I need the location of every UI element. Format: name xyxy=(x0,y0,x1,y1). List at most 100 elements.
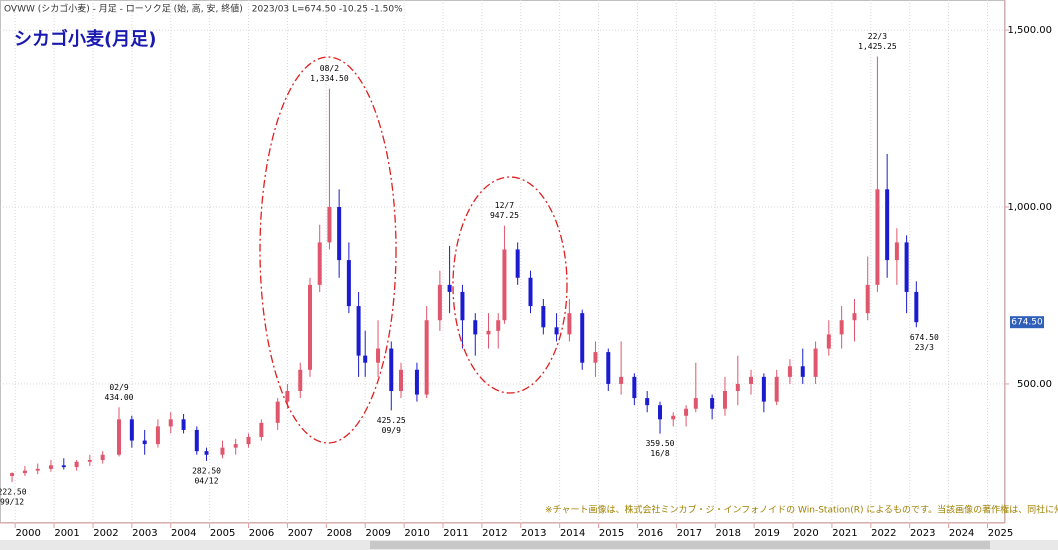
candle-body xyxy=(259,422,264,438)
annotation-date: 23/3 xyxy=(915,343,934,352)
x-tick-label: 2003 xyxy=(132,528,157,539)
candle-body xyxy=(735,383,740,392)
candle-body xyxy=(447,284,452,292)
candle-body xyxy=(285,391,290,402)
candle-body xyxy=(346,260,351,307)
scrollbar-thumb[interactable] xyxy=(370,541,990,549)
x-tick-label: 2012 xyxy=(482,528,507,539)
annotation-value: 1,334.50 xyxy=(310,74,349,83)
candle-body xyxy=(35,468,40,471)
candle-body xyxy=(220,447,225,455)
candle-body xyxy=(813,348,818,377)
annotation-date: 04/12 xyxy=(194,476,218,485)
x-tick-label: 2005 xyxy=(210,528,235,539)
annotation-date: 02/9 xyxy=(109,383,128,392)
candle-body xyxy=(142,440,147,445)
candle-body xyxy=(645,398,650,406)
candle-body xyxy=(502,249,507,321)
x-tick-label: 2015 xyxy=(599,528,624,539)
x-tick-label: 2009 xyxy=(365,528,390,539)
candle-body xyxy=(761,376,766,402)
x-tick-label: 2024 xyxy=(949,528,974,539)
candle-body xyxy=(839,320,844,335)
annotation-value: 434.00 xyxy=(105,393,134,402)
y-tick-label: 1,500.00 xyxy=(1007,25,1052,36)
annotation-value: 947.25 xyxy=(490,211,519,220)
candle-body xyxy=(554,327,559,335)
annotation-value: 425.25 xyxy=(377,416,406,425)
annotation-value: 282.50 xyxy=(192,466,221,475)
candle-body xyxy=(389,348,394,392)
candle-body xyxy=(327,207,332,243)
last-price-box xyxy=(1010,316,1044,329)
candle-body xyxy=(298,369,303,392)
candle-body xyxy=(204,451,209,455)
x-tick-label: 2022 xyxy=(871,528,896,539)
candle-body xyxy=(722,391,727,409)
x-tick-label: 2002 xyxy=(93,528,118,539)
candle-body xyxy=(87,460,92,462)
candle-body xyxy=(275,401,280,423)
candle-body xyxy=(749,376,754,384)
x-tick-label: 2025 xyxy=(988,528,1013,539)
candle-body xyxy=(865,284,870,314)
candle-body xyxy=(693,398,698,409)
x-tick-label: 2013 xyxy=(521,528,546,539)
candle-body xyxy=(528,277,533,307)
x-tick-label: 2000 xyxy=(15,528,40,539)
candle-body xyxy=(129,419,134,441)
x-tick-label: 2020 xyxy=(793,528,818,539)
candle-body xyxy=(307,284,312,370)
candle-body xyxy=(117,419,122,455)
x-tick-label: 2006 xyxy=(249,528,274,539)
candle-body xyxy=(246,437,251,445)
candle-body xyxy=(787,366,792,377)
annotation-value: 222.50 xyxy=(0,488,27,497)
annotation-date: 16/8 xyxy=(650,449,669,458)
candle-body xyxy=(875,189,880,285)
candle-body xyxy=(710,398,715,409)
x-tick-label: 2014 xyxy=(560,528,585,539)
x-tick-label: 2001 xyxy=(54,528,79,539)
candle-body xyxy=(317,242,322,285)
candle-body xyxy=(473,320,478,335)
annotation-date: 12/7 xyxy=(495,201,514,210)
candle-body xyxy=(437,284,442,321)
x-tick-label: 2019 xyxy=(754,528,779,539)
candle-body xyxy=(852,313,857,321)
candle-body xyxy=(100,454,105,461)
x-tick-label: 2016 xyxy=(638,528,663,539)
annotation-date: 22/3 xyxy=(868,32,887,41)
candle-body xyxy=(10,473,15,476)
last-price-label: 674.50 xyxy=(1011,318,1043,328)
candle-body xyxy=(48,465,53,469)
candle-body xyxy=(606,352,611,384)
candle-body xyxy=(800,366,805,377)
candle-body xyxy=(337,207,342,261)
annotation-value: 1,425.25 xyxy=(858,42,897,51)
candle-body xyxy=(515,249,520,278)
candle-body xyxy=(885,189,890,261)
candle-body xyxy=(155,426,160,445)
candle-body xyxy=(181,419,186,430)
candle-body xyxy=(619,376,624,384)
candle-body xyxy=(74,461,79,468)
candle-body xyxy=(376,348,381,363)
candle-body xyxy=(632,376,637,399)
annotation-date: 99/12 xyxy=(0,498,24,507)
highlight-ellipse xyxy=(259,56,397,444)
candle-body xyxy=(904,242,909,292)
x-tick-label: 2010 xyxy=(404,528,429,539)
candle-body xyxy=(363,355,368,363)
candle-body xyxy=(496,320,501,331)
x-tick-label: 2011 xyxy=(443,528,468,539)
annotation-value: 674.50 xyxy=(910,333,939,342)
x-tick-label: 2021 xyxy=(832,528,857,539)
candle-body xyxy=(168,419,173,427)
annotation-value: 359.50 xyxy=(646,439,675,448)
candle-body xyxy=(460,291,465,321)
x-tick-label: 2004 xyxy=(171,528,196,539)
candle-body xyxy=(894,242,899,261)
candle-body xyxy=(580,313,585,363)
